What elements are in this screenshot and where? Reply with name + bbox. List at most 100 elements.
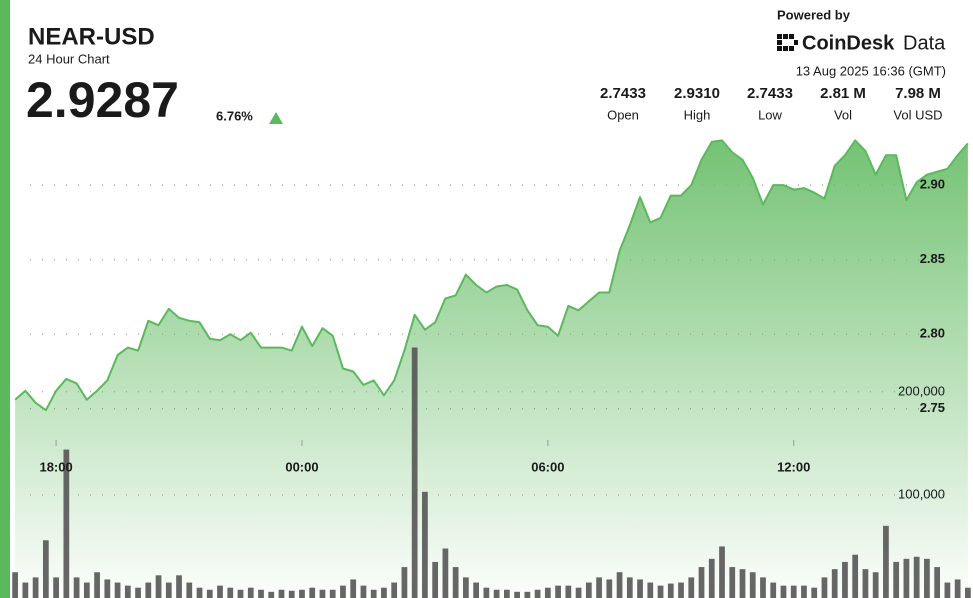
volume-bar (842, 561, 848, 598)
volume-bar (473, 582, 480, 598)
volume-bar (708, 558, 715, 598)
volume-bar (463, 577, 469, 598)
volume-bar (944, 582, 951, 598)
stat-value: 7.98 M (895, 85, 941, 102)
volume-bar (329, 589, 336, 598)
volume-bar (124, 585, 131, 598)
volume-bar (503, 589, 510, 598)
volume-bar (350, 579, 357, 598)
y-tick-label: 2.80 (920, 326, 945, 341)
volume-bar (42, 540, 49, 598)
volume-bar (924, 558, 930, 598)
y-tick-label: 2.75 (920, 400, 945, 415)
volume-bar (770, 582, 777, 598)
volume-bar (309, 587, 316, 598)
volume-bar (596, 577, 602, 598)
volume-bar (165, 582, 172, 598)
volume-bar (831, 569, 838, 598)
volume-bar (63, 449, 70, 598)
volume-bar (206, 589, 213, 598)
timestamp: 13 Aug 2025 16:36 (GMT) (796, 63, 946, 78)
volume-bar (934, 567, 941, 598)
volume-bar (760, 577, 766, 598)
volume-bar (94, 572, 100, 598)
volume-bar (647, 582, 654, 598)
volume-bar (893, 561, 900, 598)
volume-bar (637, 579, 643, 598)
volume-bar (237, 589, 244, 598)
y-tick-label: 2.90 (920, 177, 945, 192)
volume-bar (616, 572, 623, 598)
stat-label: Low (758, 107, 782, 122)
stat-value: 2.9310 (674, 85, 720, 102)
area (15, 140, 968, 598)
x-tick-label: 00:00 (285, 459, 318, 474)
volume-bar (606, 579, 613, 598)
volume-bar (12, 572, 18, 598)
volume-bar (534, 589, 541, 598)
volume-bar (688, 577, 695, 598)
volume-bar (852, 554, 859, 598)
volume-bar (883, 525, 889, 598)
volume-bar (442, 548, 449, 598)
x-tick-label: 18:00 (39, 459, 72, 474)
x-tick-label: 12:00 (777, 459, 810, 474)
volume-bar (514, 591, 520, 598)
volume-bar (801, 585, 807, 598)
stats: 2.7433 Open 2.9310 High 2.7433 Low 2.81 M Vol 7.… (600, 85, 943, 122)
volume-bar (903, 558, 910, 598)
volume-bar (135, 587, 141, 598)
volume-bar (913, 556, 920, 598)
volume-bar (719, 546, 725, 598)
volume-bar (729, 567, 736, 598)
volume-bar (739, 569, 746, 598)
y-tick-label: 2.85 (920, 251, 945, 266)
volume-bar (965, 587, 971, 598)
volume-bar (954, 579, 961, 598)
y2-tick-label: 100,000 (898, 486, 945, 501)
volume-bar (678, 582, 684, 598)
up-arrow (269, 112, 283, 124)
volume-bar (196, 587, 203, 598)
volume-bar (268, 591, 275, 598)
volume-bar (544, 587, 551, 598)
volume-bar (821, 577, 828, 598)
stat-label: Open (607, 107, 639, 122)
volume-bar (872, 572, 879, 598)
volume-bar (247, 587, 254, 598)
volume-bar (32, 577, 39, 598)
volume-bar (22, 582, 29, 598)
volume-bar (422, 491, 428, 598)
brand: CoinDesk (802, 32, 895, 54)
volume-bar (360, 585, 367, 598)
volume-bar (524, 591, 531, 598)
volume-bar (391, 582, 398, 598)
stat-label: Vol (834, 107, 852, 122)
brand-suffix: Data (903, 32, 946, 54)
stat-label: High (684, 107, 711, 122)
stat-value: 2.7433 (747, 85, 793, 102)
volume-bar (288, 590, 295, 598)
x-tick-label: 06:00 (531, 459, 564, 474)
price: 2.9287 (26, 72, 179, 128)
accent-bar (0, 0, 10, 598)
volume-bar (299, 589, 305, 598)
logo-icon (777, 34, 798, 51)
stat-label: Vol USD (893, 107, 942, 122)
volume-bar (657, 585, 664, 598)
volume-bar (483, 587, 490, 598)
change: 6.76% (216, 108, 253, 123)
volume-bar (53, 577, 59, 598)
volume-bar (452, 567, 459, 598)
stat-value: 2.7433 (600, 85, 646, 102)
volume-bar (176, 575, 182, 598)
volume-bar (104, 579, 111, 598)
volume-bar (565, 585, 572, 598)
stat-value: 2.81 M (820, 85, 866, 102)
volume-bar (217, 585, 223, 598)
volume-bar (780, 585, 787, 598)
volume-bar (83, 582, 90, 598)
volume-bar (381, 587, 387, 598)
